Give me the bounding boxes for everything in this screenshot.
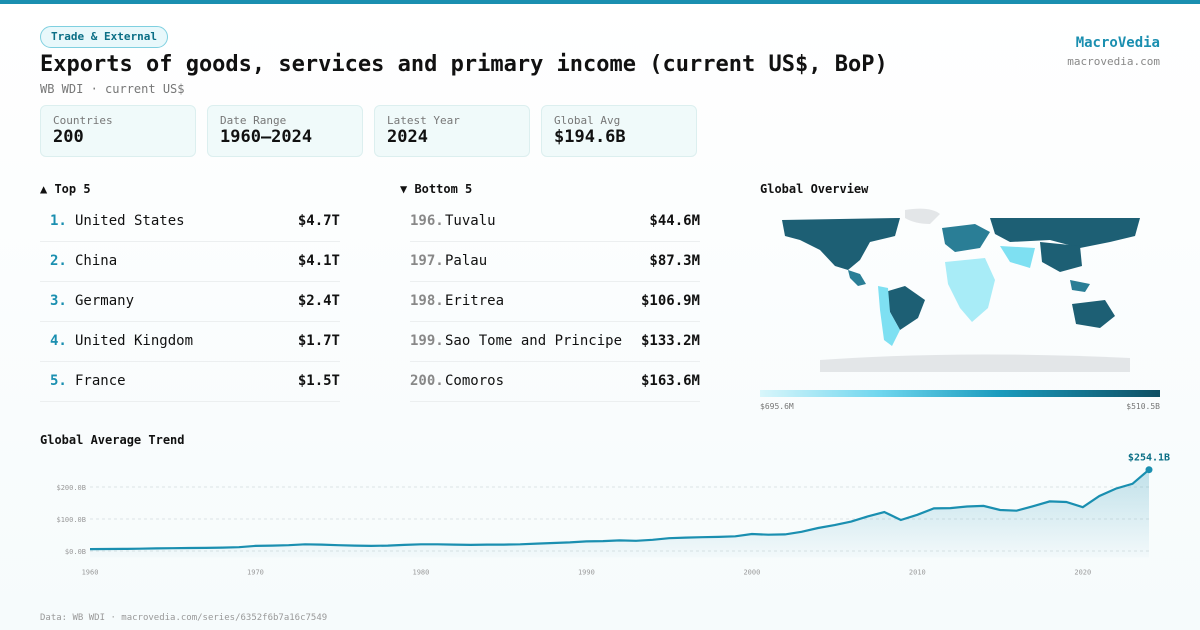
brand[interactable]: MacroVedia: [1075, 35, 1160, 51]
rank: 199.: [410, 333, 444, 349]
stat-card: Latest Year 2024: [374, 105, 530, 157]
country-name: Eritrea: [445, 293, 505, 309]
country-value: $163.6M: [640, 373, 700, 389]
rank: 197.: [410, 253, 444, 269]
map-land: [1000, 246, 1035, 268]
category-badge[interactable]: Trade & External: [40, 26, 168, 48]
stat-value: $194.6B: [554, 127, 626, 147]
country-name: France: [75, 373, 126, 389]
country-value: $87.3M: [649, 253, 700, 269]
map-land: [942, 224, 990, 252]
country-value: $133.2M: [640, 333, 700, 349]
map-land: [1072, 300, 1115, 328]
map-land: [885, 286, 925, 330]
x-tick-label: 2020: [1074, 568, 1091, 576]
rank: 2.: [50, 253, 67, 269]
area: [90, 469, 1149, 558]
rank: 1.: [50, 213, 67, 229]
country-name: Tuvalu: [445, 213, 496, 229]
rank: 200.: [410, 373, 444, 389]
ranking-row: 197. Palau $87.3M: [410, 241, 700, 282]
ranking-row: 198. Eritrea $106.9M: [410, 281, 700, 322]
map-land: [782, 218, 900, 270]
section-title: Global Overview: [760, 182, 869, 196]
country-name: Germany: [75, 293, 135, 309]
legend-gradient: [760, 390, 1160, 397]
x-tick-label: 1970: [247, 568, 264, 576]
country-value: $2.4T: [297, 293, 340, 309]
section-title: ▼ Bottom 5: [400, 182, 473, 196]
ranking-row: 2. China $4.1T: [40, 241, 340, 282]
x-tick-label: 1990: [578, 568, 595, 576]
country-name: Sao Tome and Principe: [445, 333, 623, 349]
country-name: Comoros: [445, 373, 505, 389]
country-name: Palau: [445, 253, 488, 269]
footer: Data: WB WDI · macrovedia.com/series/635…: [40, 613, 328, 623]
map-land: [820, 354, 1130, 372]
stat-value: 200: [53, 127, 84, 147]
country-value: $4.7T: [297, 213, 340, 229]
legend-max: $510.5B: [1126, 402, 1160, 411]
country-value: $1.7T: [297, 333, 340, 349]
country-name: United Kingdom: [75, 333, 194, 349]
country-value: $106.9M: [640, 293, 700, 309]
country-value: $1.5T: [297, 373, 340, 389]
ranking-row: 200. Comoros $163.6M: [410, 361, 700, 402]
map-land: [1040, 242, 1082, 272]
stat-card: Date Range 1960–2024: [207, 105, 363, 157]
country-value: $44.6M: [649, 213, 700, 229]
stat-value: 1960–2024: [220, 127, 313, 147]
rank: 196.: [410, 213, 444, 229]
legend-min: $695.6M: [760, 402, 794, 411]
point: [1145, 466, 1153, 474]
ranking-row: 4. United Kingdom $1.7T: [40, 321, 340, 362]
ranking-row: 199. Sao Tome and Principe $133.2M: [410, 321, 700, 362]
map-land: [945, 258, 995, 322]
x-tick-label: 2010: [909, 568, 926, 576]
subtitle: WB WDI · current US$: [40, 82, 185, 96]
country-name: China: [75, 253, 118, 269]
y-tick-label: $0.0B: [65, 548, 86, 556]
stat-label: Countries: [53, 114, 113, 127]
map-land: [848, 270, 866, 286]
country-name: United States: [75, 213, 185, 229]
ranking-row: 3. Germany $2.4T: [40, 281, 340, 322]
x-tick-label: 1980: [413, 568, 430, 576]
stat-label: Latest Year: [387, 114, 460, 127]
stat-value: 2024: [387, 127, 428, 147]
y-tick-label: $200.0B: [56, 484, 86, 492]
line: [89, 468, 1150, 551]
country-value: $4.1T: [297, 253, 340, 269]
rank: 3.: [50, 293, 67, 309]
stat-card: Global Avg $194.6B: [541, 105, 697, 157]
map-land: [878, 286, 900, 346]
ranking-row: 5. France $1.5T: [40, 361, 340, 402]
x-tick-label: 1960: [82, 568, 99, 576]
map-land: [905, 208, 940, 224]
ranking-row: 1. United States $4.7T: [40, 201, 340, 242]
x-tick-label: 2000: [743, 568, 760, 576]
rank: 4.: [50, 333, 67, 349]
rank: 198.: [410, 293, 444, 309]
ranking-row: 196. Tuvalu $44.6M: [410, 201, 700, 242]
stat-card: Countries 200: [40, 105, 196, 157]
world-map: $695.6M $510.5B: [760, 208, 1160, 411]
value-label: $254.1B: [1128, 453, 1170, 464]
stat-label: Date Range: [220, 114, 287, 127]
map-land: [1070, 280, 1090, 292]
page-title: Exports of goods, services and primary i…: [40, 52, 888, 77]
map-land: [990, 218, 1140, 248]
chart-title: Global Average Trend: [40, 433, 185, 447]
y-tick-label: $100.0B: [56, 516, 86, 524]
section-title: ▲ Top 5: [40, 182, 91, 196]
brand-url[interactable]: macrovedia.com: [1067, 55, 1160, 68]
trend-chart: $0.0B $100.0B $200.0B 1960 1970 1980 1990 2000 2…: [56, 453, 1170, 577]
stat-label: Global Avg: [554, 114, 621, 127]
top-bar: [0, 0, 1200, 4]
rank: 5.: [50, 373, 67, 389]
